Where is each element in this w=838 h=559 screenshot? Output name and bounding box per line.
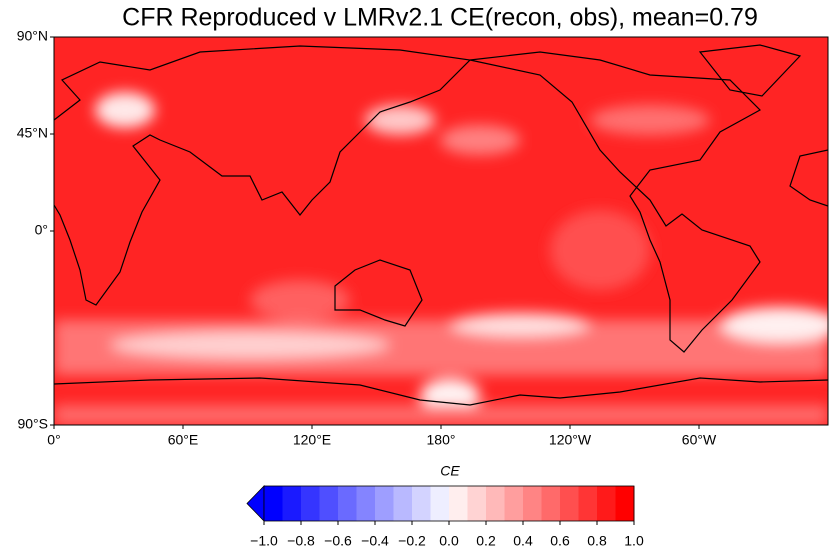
map-title: CFR Reproduced v LMRv2.1 CE(recon, obs),…	[122, 4, 758, 32]
colorbar-bin	[319, 486, 339, 521]
lat-tick-label: 0°	[35, 222, 48, 238]
colorbar-bin	[597, 486, 616, 521]
colorbar-tick-label: 1.0	[624, 533, 644, 549]
colorbar-bin	[338, 486, 357, 521]
west-africa-coast	[789, 149, 828, 207]
lon-tick-label: 60°W	[682, 432, 717, 448]
colorbar-bin	[430, 486, 450, 521]
colorbar-tick-label: 0.6	[550, 533, 570, 549]
colorbar-bin	[486, 486, 505, 521]
colorbar-tick-label: −0.2	[398, 533, 426, 549]
colorbar-tick-label: 0.8	[587, 533, 607, 549]
australia-coast	[334, 259, 423, 327]
antarctica-coast	[54, 377, 828, 406]
colorbar-bin	[578, 486, 598, 521]
colorbar-bin	[375, 486, 394, 521]
colorbar-extend	[246, 485, 265, 522]
lon-tick-label: 120°E	[293, 432, 331, 448]
colorbar-bin	[282, 486, 302, 521]
eurasia-africa-coast	[54, 45, 472, 306]
field-patches	[54, 92, 828, 425]
lon-tick-label: 0°	[47, 432, 60, 448]
colorbar-bin	[449, 486, 468, 521]
colorbar-bin	[541, 486, 561, 521]
lat-tick-label: 90°N	[17, 28, 48, 44]
colorbar-bin	[560, 486, 579, 521]
greenland-coast	[698, 44, 802, 97]
colorbar-bin	[356, 486, 376, 521]
colorbar-tick-label: 0.2	[476, 533, 496, 549]
lat-tick-label: 45°N	[17, 125, 48, 141]
lon-tick-label: 180°	[427, 432, 456, 448]
colorbar-bin	[523, 486, 542, 521]
colorbar-tick-label: 0.0	[439, 533, 459, 549]
americas-coast	[469, 51, 761, 353]
colorbar-tick-label: −0.4	[361, 533, 389, 549]
ce-field	[54, 37, 828, 425]
lon-tick-label: 120°W	[549, 432, 592, 448]
colorbar-tick-label: −0.6	[324, 533, 352, 549]
colorbar-bin	[467, 486, 487, 521]
colorbar-tick-label: −1.0	[250, 533, 278, 549]
colorbar-bin	[504, 486, 524, 521]
colorbar-bin	[615, 486, 635, 521]
colorbar-tick-label: 0.4	[513, 533, 533, 549]
colorbar-bin	[412, 486, 431, 521]
colorbar-bin	[393, 486, 413, 521]
colorbar-tick-label: −0.8	[287, 533, 315, 549]
colorbar-bin	[264, 486, 283, 521]
colorbar-bin	[301, 486, 320, 521]
lon-tick-label: 60°E	[168, 432, 199, 448]
colorbar-label: CE	[440, 463, 460, 479]
lat-tick-label: 90°S	[17, 416, 48, 432]
